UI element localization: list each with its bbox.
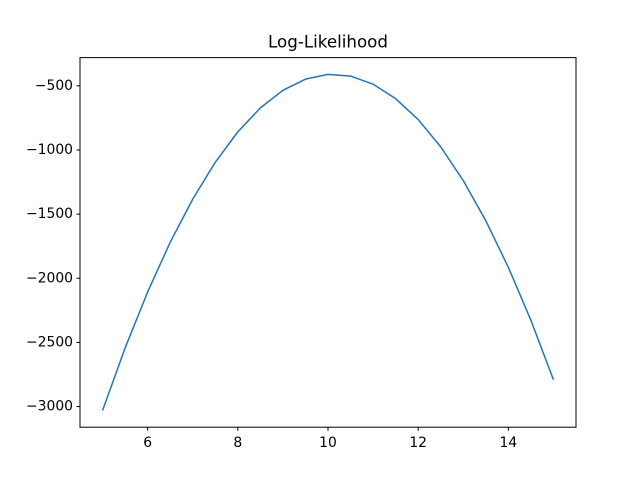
x-tick-label: 12 (409, 435, 427, 451)
y-tick-label: −1000 (26, 142, 73, 158)
y-tick-label: −3000 (26, 399, 73, 415)
chart-title: Log-Likelihood (268, 32, 388, 52)
y-tick-label: −500 (35, 78, 73, 94)
y-tick-label: −2500 (26, 334, 73, 350)
x-tick-label: 14 (500, 435, 518, 451)
x-tick-label: 8 (233, 435, 242, 451)
data-line (101, 73, 555, 411)
x-tick-label: 10 (319, 435, 337, 451)
x-tick-label: 6 (143, 435, 152, 451)
y-tick-label: −2000 (26, 270, 73, 286)
y-tick-label: −1500 (26, 206, 73, 222)
